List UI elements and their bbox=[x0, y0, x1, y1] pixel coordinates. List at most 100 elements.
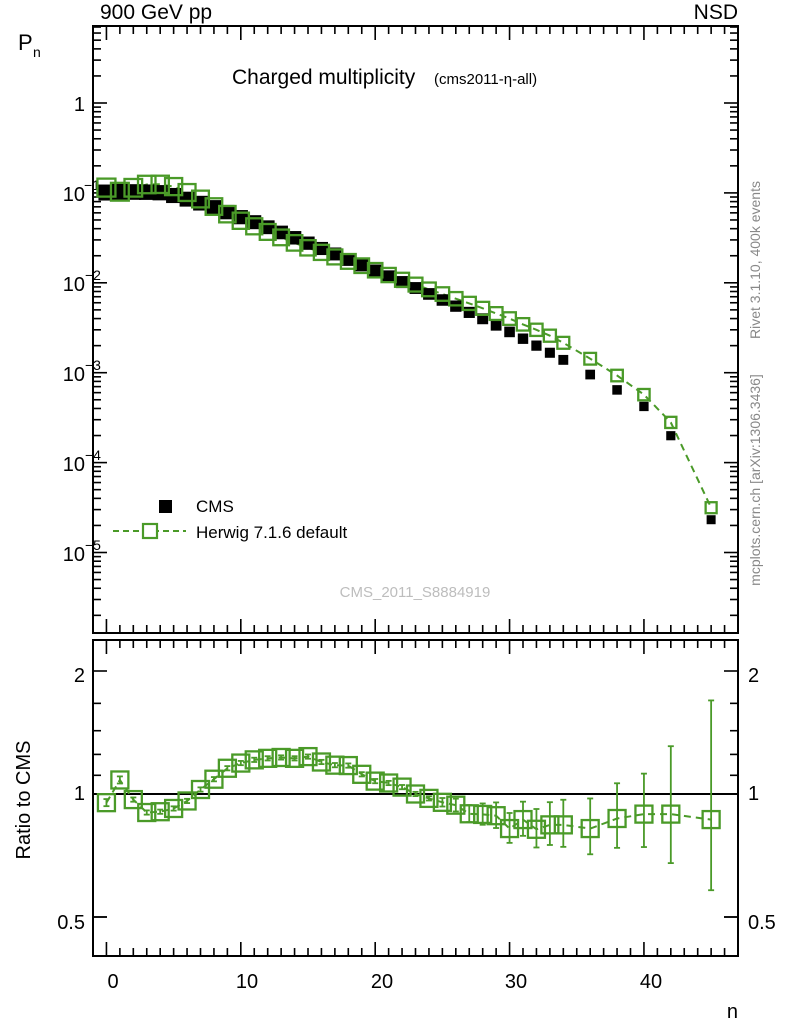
cms-point bbox=[585, 369, 596, 380]
ratio-point bbox=[607, 808, 627, 829]
main-ylabel: P bbox=[18, 30, 33, 55]
ratio-point bbox=[392, 777, 412, 797]
mc-point bbox=[339, 252, 357, 270]
ratio-point bbox=[486, 806, 506, 826]
ratio-point bbox=[96, 793, 117, 813]
svg-text:10: 10 bbox=[63, 544, 85, 566]
cms-point bbox=[341, 253, 355, 266]
mc-point bbox=[136, 174, 157, 195]
ratio-point bbox=[177, 791, 197, 811]
ratio-point bbox=[526, 819, 547, 839]
ratio-panel: Ratio to CMS 2 1 0.5 2 1 0.5 0 10 20 30 … bbox=[13, 639, 776, 1023]
ratio-point bbox=[580, 818, 600, 839]
cms-point bbox=[504, 326, 515, 338]
ratio-point bbox=[311, 752, 332, 772]
cms-point bbox=[382, 270, 395, 283]
ratio-point bbox=[661, 804, 681, 824]
main-frame bbox=[92, 25, 739, 634]
ratio-ytick-1: 1 bbox=[74, 783, 85, 805]
ratio-line bbox=[105, 755, 712, 831]
ratio-xtick-0: 0 bbox=[107, 971, 118, 993]
cms-point bbox=[612, 385, 622, 395]
ratio-ytick-2-right: 2 bbox=[748, 665, 759, 687]
mc-point bbox=[163, 176, 184, 197]
ratio-point bbox=[473, 804, 493, 825]
ratio-point bbox=[110, 770, 130, 790]
ratio-point bbox=[123, 789, 143, 810]
plot-title: Charged multiplicity bbox=[232, 66, 416, 89]
cms-point bbox=[544, 347, 555, 358]
ratio-point bbox=[271, 747, 291, 768]
mc-point bbox=[326, 248, 344, 266]
svg-text:10: 10 bbox=[63, 454, 85, 476]
main-panel: Charged multiplicity (cms2011-η-all) P n… bbox=[18, 25, 739, 634]
cms-point bbox=[328, 247, 342, 261]
ratio-point bbox=[405, 784, 426, 804]
cms-point bbox=[220, 204, 235, 220]
ratio-point bbox=[217, 758, 238, 778]
ratio-point bbox=[634, 804, 654, 824]
mc-point bbox=[109, 181, 130, 202]
ratio-ytick-1-right: 1 bbox=[748, 783, 759, 805]
sidebar-rivet-label: Rivet 3.1.10, 400k events bbox=[747, 181, 763, 339]
cms-point bbox=[531, 340, 542, 351]
ratio-generated bbox=[93, 640, 738, 956]
mc-data-points bbox=[96, 174, 718, 515]
ratio-point bbox=[419, 788, 439, 809]
cms-point bbox=[558, 354, 569, 365]
mc-point bbox=[610, 368, 624, 383]
mc-point bbox=[258, 222, 277, 242]
cms-point bbox=[706, 515, 716, 525]
ratio-point bbox=[378, 773, 399, 793]
ratio-point bbox=[150, 802, 170, 822]
cms-point bbox=[206, 200, 222, 215]
ratio-frame bbox=[92, 639, 739, 957]
cms-point bbox=[639, 401, 649, 412]
ratio-point bbox=[244, 750, 264, 770]
ratio-point bbox=[298, 746, 318, 767]
ratio-ytick-05: 0.5 bbox=[57, 912, 85, 934]
mc-point bbox=[664, 415, 678, 430]
ratio-xlabel: n bbox=[727, 1001, 738, 1023]
ratio-point bbox=[540, 815, 560, 835]
svg-text:10: 10 bbox=[63, 184, 85, 206]
mc-point bbox=[583, 351, 598, 366]
ratio-point bbox=[553, 815, 573, 835]
main-ytick-0: 1 bbox=[74, 94, 85, 116]
main-y-ticks bbox=[93, 26, 738, 617]
main-ytick-1: 10 −1 bbox=[63, 177, 100, 206]
cms-point bbox=[477, 313, 489, 325]
ratio-y-ticks bbox=[93, 670, 738, 918]
ratio-point bbox=[284, 748, 305, 769]
mc-point bbox=[123, 177, 144, 198]
ratio-xtick-20: 20 bbox=[371, 971, 393, 993]
mc-point bbox=[218, 204, 237, 224]
mc-point bbox=[231, 211, 251, 231]
ratio-series bbox=[96, 699, 721, 892]
mc-point bbox=[150, 174, 170, 195]
sidebar-mcplots-label: mcplots.cern.ch [arXiv:1306.3436] bbox=[747, 374, 763, 586]
svg-text:10: 10 bbox=[63, 274, 85, 296]
mc-point bbox=[637, 387, 651, 402]
main-ylabel-sub: n bbox=[33, 44, 41, 60]
mc-point bbox=[177, 182, 197, 203]
cms-point bbox=[666, 431, 676, 441]
svg-text:10: 10 bbox=[63, 364, 85, 386]
mc-point bbox=[556, 335, 571, 350]
cms-point bbox=[396, 276, 409, 289]
dataset-watermark: CMS_2011_S8884919 bbox=[340, 584, 491, 601]
main-ytick-2: 10 −2 bbox=[63, 267, 101, 296]
cms-point bbox=[423, 288, 435, 300]
ratio-point bbox=[258, 748, 278, 769]
ratio-point bbox=[204, 769, 224, 789]
ratio-point bbox=[137, 802, 157, 823]
header-left-label: 900 GeV pp bbox=[100, 1, 212, 24]
ratio-xtick-40: 40 bbox=[640, 971, 662, 993]
ratio-point bbox=[231, 753, 251, 773]
legend-label-cms: CMS bbox=[196, 497, 234, 516]
legend-marker-cms bbox=[159, 500, 172, 513]
ratio-x-ticks bbox=[105, 640, 726, 956]
mc-point bbox=[529, 322, 544, 338]
